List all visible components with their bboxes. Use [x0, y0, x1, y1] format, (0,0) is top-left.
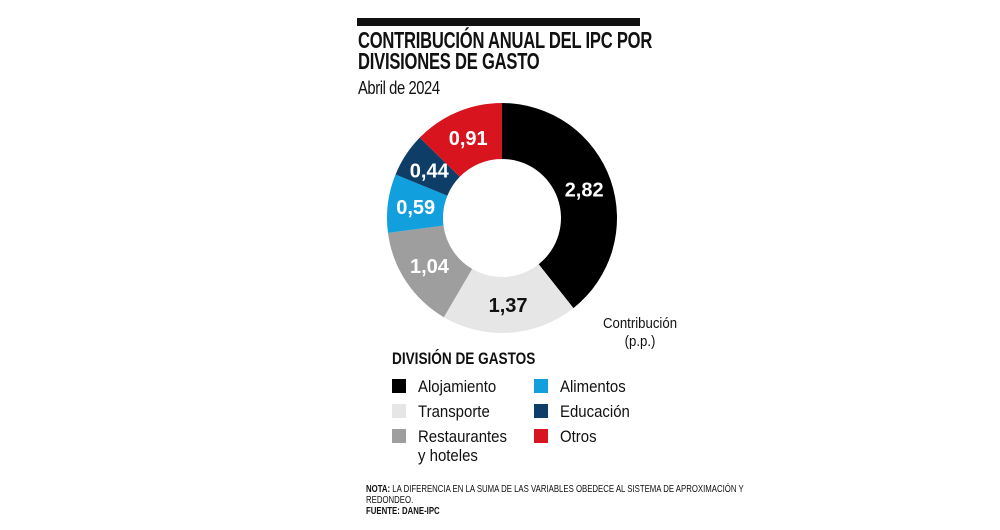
legend-title: DIVISIÓN DE GASTOS [392, 349, 536, 368]
title-line-1: CONTRIBUCIÓN ANUAL DEL IPC POR [358, 27, 653, 53]
legend-swatch [392, 379, 406, 393]
legend-label: Transporte [418, 402, 490, 421]
data-label: 0,59 [396, 197, 435, 219]
legend-label: Educación [560, 402, 630, 421]
legend-item-alojamiento: Alojamiento [392, 377, 507, 396]
slice-alojamiento [502, 103, 617, 309]
legend-label: Restaurantes y hoteles [418, 427, 507, 465]
legend-item-alimentos: Alimentos [534, 377, 635, 396]
donut-chart: 2,82 1,37 1,04 0,59 0,44 0,91 [387, 103, 617, 333]
note-text: LA DIFERENCIA EN LA SUMA DE LAS VARIABLE… [366, 484, 744, 506]
data-label: 2,82 [565, 179, 604, 201]
note-label: NOTA: [366, 484, 391, 495]
chart-title: CONTRIBUCIÓN ANUAL DEL IPC POR DIVISIONE… [358, 27, 653, 74]
legend-item-restaurantes: Restaurantes y hoteles [392, 427, 519, 465]
source-text: FUENTE: DANE-IPC [366, 506, 440, 517]
chart-subtitle: Abril de 2024 [358, 78, 440, 98]
data-label: 1,37 [489, 295, 528, 317]
footnote: NOTA: LA DIFERENCIA EN LA SUMA DE LAS VA… [366, 484, 772, 517]
legend-label: Alojamiento [418, 377, 497, 396]
legend-label: Otros [560, 427, 597, 446]
legend-label-line1: Restaurantes [418, 427, 507, 446]
slice-educación [395, 137, 460, 196]
unit-label: Contribución (p.p.) [592, 315, 689, 351]
legend-item-educacion: Educación [534, 402, 639, 421]
legend-item-transporte: Transporte [392, 402, 500, 421]
slice-restaurantes-y-hoteles [387, 225, 473, 318]
legend-label: Alimentos [560, 377, 626, 396]
legend-item-otros: Otros [534, 427, 602, 446]
unit-line-2: (p.p.) [624, 333, 656, 350]
data-label: 0,91 [449, 128, 488, 150]
slice-otros [419, 103, 502, 177]
legend-swatch [534, 379, 548, 393]
data-label: 1,04 [410, 256, 450, 278]
slice-alimentos [387, 174, 448, 233]
title-rule [357, 18, 640, 26]
unit-line-1: Contribución [602, 315, 678, 332]
legend-swatch [534, 429, 548, 443]
legend-swatch [392, 429, 406, 443]
legend-swatch [534, 404, 548, 418]
legend-swatch [392, 404, 406, 418]
slice-transporte [443, 264, 574, 333]
title-line-2: DIVISIONES DE GASTO [358, 48, 540, 74]
legend-label-line2: y hoteles [418, 446, 478, 465]
data-label: 0,44 [410, 160, 450, 182]
